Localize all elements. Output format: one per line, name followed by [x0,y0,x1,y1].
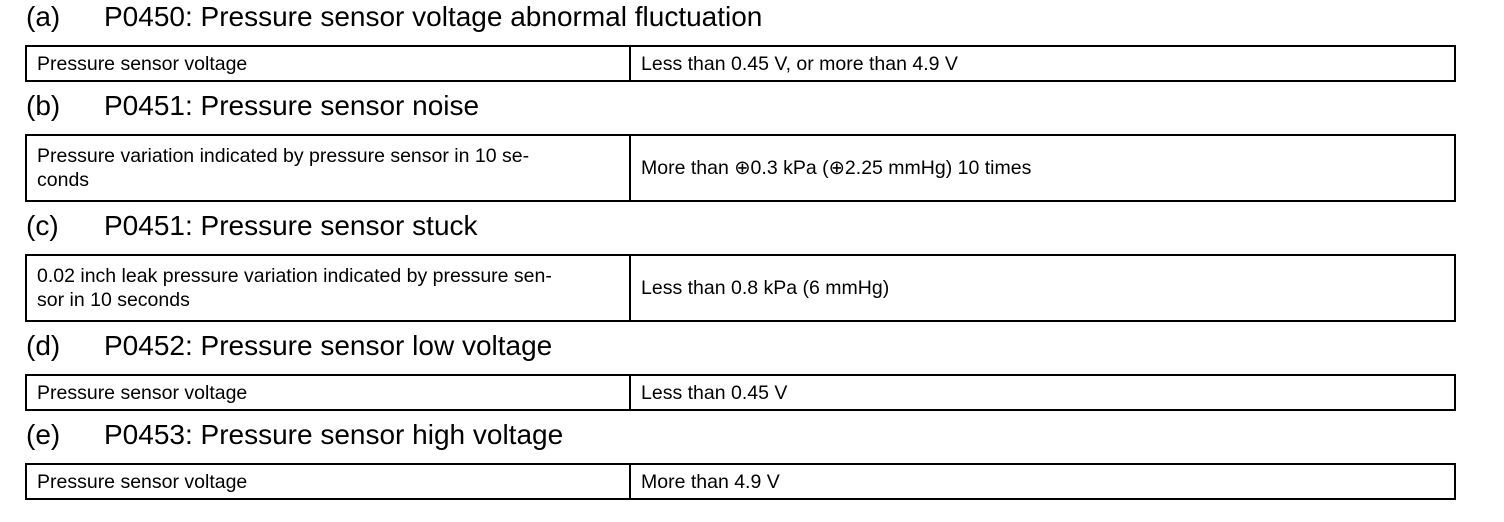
condition-cell: Pressure sensor voltage [27,465,631,498]
threshold-cell: More than 4.9 V [641,470,780,493]
threshold-cell: Less than 0.45 V, or more than 4.9 V [641,52,958,75]
section-heading-b: (b) P0451: Pressure sensor noise [26,89,479,123]
condition-cell: Pressure sensor voltage [27,376,631,409]
criteria-table-e: Pressure sensor voltage More than 4.9 V [25,463,1456,500]
section-title: P0452: Pressure sensor low voltage [104,330,553,361]
section-title: P0451: Pressure sensor stuck [104,210,478,241]
section-title: P0451: Pressure sensor noise [104,90,480,121]
section-heading-d: (d) P0452: Pressure sensor low voltage [26,329,552,363]
section-title: P0453: Pressure sensor high voltage [104,419,564,450]
condition-cell: Pressure sensor voltage [27,47,631,80]
section-title: P0450: Pressure sensor voltage abnormal … [104,1,763,32]
threshold-cell: More than ⊕0.3 kPa (⊕2.25 mmHg) 10 times [641,157,1032,179]
section-heading-a: (a) P0450: Pressure sensor voltage abnorm… [26,0,762,34]
condition-cell: Pressure variation indicated by pressure… [27,136,631,200]
section-letter: (c) [26,210,59,241]
threshold-cell: Less than 0.8 kPa (6 mmHg) [641,277,890,299]
criteria-table-b: Pressure variation indicated by pressure… [25,134,1456,202]
threshold-cell: Less than 0.45 V [641,381,788,404]
criteria-table-d: Pressure sensor voltage Less than 0.45 V [25,374,1456,411]
section-letter: (d) [26,330,61,361]
section-letter: (a) [26,1,61,32]
section-letter: (e) [26,419,61,450]
condition-cell: 0.02 inch leak pressure variation indica… [27,256,631,320]
criteria-table-c: 0.02 inch leak pressure variation indica… [25,254,1456,322]
section-heading-e: (e) P0453: Pressure sensor high voltage [26,418,563,452]
criteria-table-a: Pressure sensor voltage Less than 0.45 V… [25,45,1456,82]
section-letter: (b) [26,90,61,121]
section-heading-c: (c) P0451: Pressure sensor stuck [26,209,478,243]
